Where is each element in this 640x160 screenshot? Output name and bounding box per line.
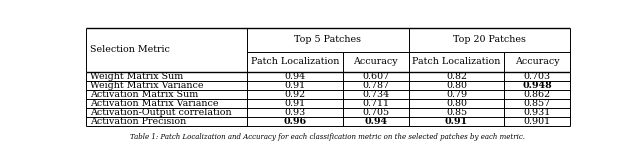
Text: Activation Matrix Sum: Activation Matrix Sum: [90, 90, 198, 99]
Text: 0.94: 0.94: [285, 72, 306, 81]
Text: 0.91: 0.91: [285, 81, 306, 90]
Text: 0.703: 0.703: [524, 72, 551, 81]
Text: 0.91: 0.91: [445, 117, 468, 126]
Text: 0.92: 0.92: [285, 90, 306, 99]
Text: Accuracy: Accuracy: [353, 57, 398, 66]
Text: 0.80: 0.80: [446, 81, 467, 90]
Text: 0.93: 0.93: [285, 108, 306, 117]
Text: Patch Localization: Patch Localization: [412, 57, 500, 66]
Text: Top 20 Patches: Top 20 Patches: [453, 35, 526, 44]
Text: Accuracy: Accuracy: [515, 57, 559, 66]
Text: Top 5 Patches: Top 5 Patches: [294, 35, 362, 44]
Text: 0.862: 0.862: [524, 90, 551, 99]
Text: 0.96: 0.96: [284, 117, 307, 126]
Text: Table 1: Patch Localization and Accuracy for each classification metric on the s: Table 1: Patch Localization and Accuracy…: [131, 133, 525, 141]
Text: Activation Precision: Activation Precision: [90, 117, 186, 126]
Text: 0.91: 0.91: [285, 99, 306, 108]
Text: 0.94: 0.94: [364, 117, 387, 126]
Text: 0.734: 0.734: [362, 90, 389, 99]
Text: Activation Matrix Variance: Activation Matrix Variance: [90, 99, 218, 108]
Text: 0.857: 0.857: [524, 99, 551, 108]
Text: 0.711: 0.711: [362, 99, 389, 108]
Text: Selection Metric: Selection Metric: [90, 45, 170, 54]
Text: 0.85: 0.85: [446, 108, 467, 117]
Text: 0.901: 0.901: [524, 117, 551, 126]
Text: Weight Matrix Sum: Weight Matrix Sum: [90, 72, 183, 81]
Text: 0.79: 0.79: [446, 90, 467, 99]
Text: 0.80: 0.80: [446, 99, 467, 108]
Text: Patch Localization: Patch Localization: [251, 57, 339, 66]
Text: 0.82: 0.82: [446, 72, 467, 81]
Text: Weight Matrix Variance: Weight Matrix Variance: [90, 81, 204, 90]
Text: 0.948: 0.948: [522, 81, 552, 90]
Text: 0.787: 0.787: [362, 81, 389, 90]
Text: 0.705: 0.705: [362, 108, 389, 117]
Text: Activation-Output correlation: Activation-Output correlation: [90, 108, 232, 117]
Text: 0.607: 0.607: [362, 72, 389, 81]
Text: 0.931: 0.931: [524, 108, 551, 117]
